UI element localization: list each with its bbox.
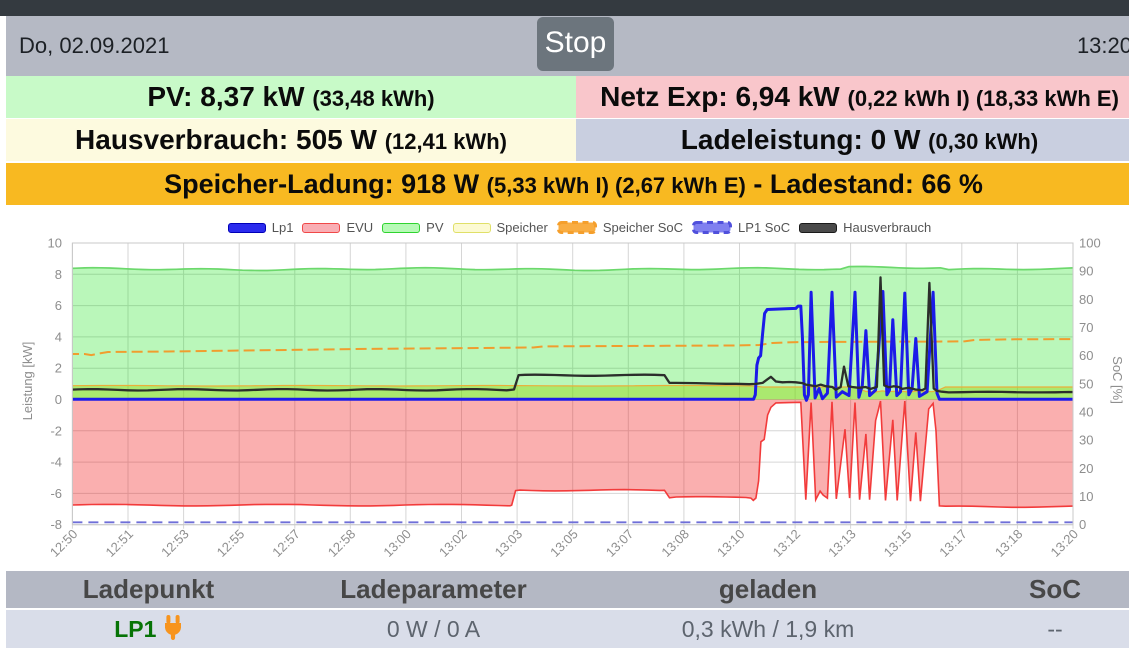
svg-text:13:12: 13:12 — [770, 526, 804, 560]
svg-text:SoC [%]: SoC [%] — [1110, 356, 1125, 404]
svg-text:90: 90 — [1079, 264, 1093, 279]
svg-text:-8: -8 — [50, 517, 62, 532]
svg-text:10: 10 — [48, 236, 62, 251]
svg-text:-6: -6 — [50, 486, 62, 501]
svg-text:2: 2 — [55, 361, 62, 376]
svg-text:0: 0 — [1079, 517, 1086, 532]
svg-text:12:51: 12:51 — [103, 526, 137, 560]
svg-text:-4: -4 — [50, 455, 62, 470]
svg-text:13:20: 13:20 — [1048, 526, 1082, 560]
svg-text:13:03: 13:03 — [492, 526, 526, 560]
svg-text:12:58: 12:58 — [325, 526, 359, 560]
svg-text:12:57: 12:57 — [269, 526, 303, 560]
svg-text:0: 0 — [55, 392, 62, 407]
svg-text:13:17: 13:17 — [936, 526, 970, 560]
svg-text:4: 4 — [55, 329, 62, 344]
svg-text:60: 60 — [1079, 348, 1093, 363]
svg-text:13:05: 13:05 — [547, 526, 581, 560]
svg-text:13:08: 13:08 — [658, 526, 692, 560]
svg-text:13:10: 13:10 — [714, 526, 748, 560]
svg-text:13:00: 13:00 — [380, 526, 414, 560]
svg-text:-2: -2 — [50, 423, 62, 438]
svg-text:30: 30 — [1079, 433, 1093, 448]
svg-text:13:18: 13:18 — [992, 526, 1026, 560]
svg-text:Leistung [kW]: Leistung [kW] — [20, 342, 35, 421]
svg-text:13:13: 13:13 — [825, 526, 859, 560]
svg-text:20: 20 — [1079, 461, 1093, 476]
svg-text:10: 10 — [1079, 489, 1093, 504]
svg-text:12:53: 12:53 — [158, 526, 192, 560]
svg-text:80: 80 — [1079, 292, 1093, 307]
svg-text:70: 70 — [1079, 320, 1093, 335]
svg-text:100: 100 — [1079, 236, 1101, 251]
svg-text:8: 8 — [55, 267, 62, 282]
svg-text:13:07: 13:07 — [603, 526, 637, 560]
svg-text:13:15: 13:15 — [881, 526, 915, 560]
svg-text:13:02: 13:02 — [436, 526, 470, 560]
svg-text:6: 6 — [55, 298, 62, 313]
svg-text:50: 50 — [1079, 376, 1093, 391]
svg-text:40: 40 — [1079, 405, 1093, 420]
svg-text:12:55: 12:55 — [214, 526, 248, 560]
